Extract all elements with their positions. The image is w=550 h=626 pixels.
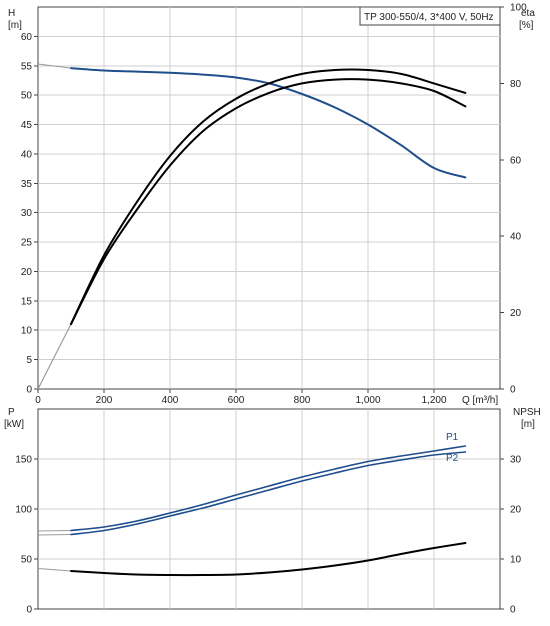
power-axis-unit: [kW] (4, 419, 24, 430)
top-right-tick-label-1: 20 (510, 308, 522, 319)
bottom-series-1-extension (37, 534, 72, 536)
legend-p1: P1 (446, 432, 459, 443)
top-left-tick-label-2: 10 (21, 326, 33, 337)
bottom-series-0-line (70, 445, 467, 532)
top-series-2-extension (37, 323, 72, 390)
bottom-series-2-extension (37, 568, 72, 572)
x-tick-label-4: 800 (294, 395, 311, 406)
power-axis-label: P (8, 407, 15, 418)
bottom-right-tick-label-3: 30 (510, 455, 522, 466)
top-right-tick-label-0: 0 (510, 385, 516, 396)
head-axis-unit: [m] (8, 20, 22, 31)
x-tick-label-3: 600 (228, 395, 245, 406)
top-right-tick-label-3: 60 (510, 155, 522, 166)
top-left-tick-label-10: 50 (21, 91, 33, 102)
top-series-1-line (70, 68, 467, 326)
title-box (359, 6, 501, 26)
bottom-left-tick-label-3: 150 (15, 455, 32, 466)
x-tick-label-6: 1,200 (421, 395, 446, 406)
bottom-series-2-line (70, 542, 467, 577)
bottom-series-0-extension (37, 530, 72, 532)
bottom-series (37, 445, 467, 577)
bottom-right-tick-label-0: 0 (510, 605, 516, 616)
top-left-tick-label-6: 30 (21, 208, 33, 219)
bottom-series-1-line (70, 451, 467, 536)
top-left-tick-label-0: 0 (26, 385, 32, 396)
top-series-2-line (70, 78, 467, 326)
npsh-axis-label: NPSH (513, 407, 541, 418)
top-left-tick-label-11: 55 (21, 61, 33, 72)
bottom-right-tick-label-2: 20 (510, 505, 522, 516)
x-tick-label-2: 400 (162, 395, 179, 406)
top-right-tick-label-2: 40 (510, 232, 522, 243)
top-left-tick-label-3: 15 (21, 296, 33, 307)
top-plot-frame (37, 6, 501, 390)
bottom-left-tick-label-2: 100 (15, 505, 32, 516)
bottom-left-tick-label-0: 0 (26, 605, 32, 616)
bottom-plot: P [kW] NPSH [m] 0 50 100 150 0 10 20 30 P1 P2 (4, 407, 541, 616)
x-tick-label-5: 1,000 (355, 395, 380, 406)
bottom-tick-labels: 0 50 100 150 0 10 20 30 (15, 455, 521, 616)
x-tick-label-0: 0 (35, 395, 41, 406)
npsh-axis-unit: [m] (521, 419, 535, 430)
top-left-tick-label-5: 25 (21, 238, 33, 249)
bottom-right-tick-label-1: 10 (510, 555, 522, 566)
x-tick-label-1: 200 (96, 395, 113, 406)
top-left-tick-label-12: 60 (21, 32, 33, 43)
legend-p2: P2 (446, 453, 459, 464)
top-left-tick-label-9: 45 (21, 120, 33, 131)
top-right-tick-label-4: 80 (510, 79, 522, 90)
top-series (37, 63, 467, 390)
top-grid (38, 7, 500, 389)
efficiency-axis-label: eta (521, 8, 535, 19)
top-plot: TP 300-550/4, 3*400 V, 50Hz H [m] eta [%… (8, 3, 535, 407)
top-left-tick-label-8: 40 (21, 149, 33, 160)
top-left-tick-label-7: 35 (21, 179, 33, 190)
top-series-0-extension (37, 63, 72, 69)
efficiency-axis-unit: [%] (519, 20, 534, 31)
chart-title: TP 300-550/4, 3*400 V, 50Hz (364, 12, 494, 23)
head-axis-label: H (8, 8, 15, 19)
top-left-tick-label-4: 20 (21, 267, 33, 278)
top-left-tick-label-1: 5 (26, 355, 32, 366)
bottom-grid (38, 409, 500, 609)
bottom-left-tick-label-1: 50 (21, 555, 33, 566)
top-right-tick-label-5: 100 (510, 3, 527, 14)
flow-axis-label: Q [m³/h] (462, 395, 498, 406)
